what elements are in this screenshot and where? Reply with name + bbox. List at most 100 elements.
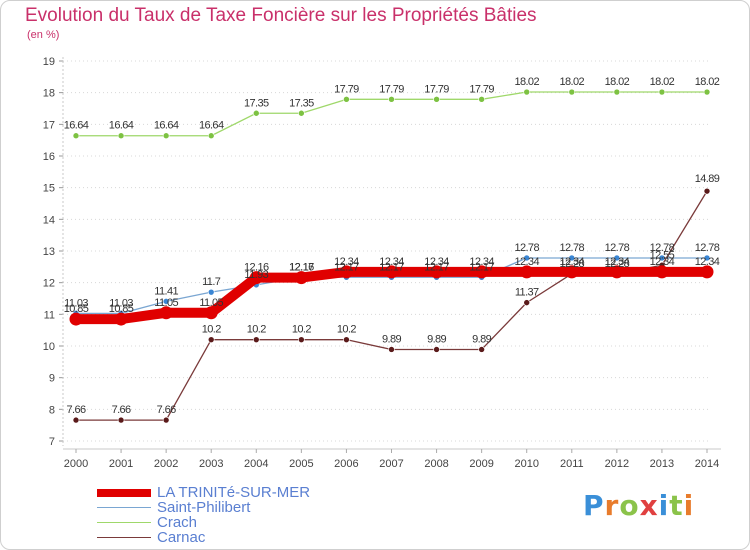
data-point <box>114 312 128 326</box>
x-tick-label: 2009 <box>469 458 493 470</box>
y-tick-label: 9 <box>49 373 55 385</box>
data-point <box>703 254 711 262</box>
data-point <box>385 265 398 279</box>
data-point <box>298 336 305 343</box>
x-tick-label: 2007 <box>379 458 403 470</box>
data-label: 17.35 <box>289 97 314 109</box>
data-label: 17.79 <box>424 83 449 95</box>
data-point <box>294 271 308 285</box>
y-tick-label: 13 <box>43 246 55 258</box>
data-label: 10.2 <box>247 324 266 336</box>
data-point <box>433 96 440 103</box>
data-label: 16.64 <box>199 120 224 132</box>
data-label: 18.02 <box>650 76 675 88</box>
logo-letter: x <box>639 489 659 522</box>
data-label: 12.78 <box>560 242 585 254</box>
data-label: 16.64 <box>64 120 89 132</box>
legend-swatch-crach <box>97 522 151 523</box>
legend-swatch-trinite <box>97 488 151 497</box>
data-label: 10.85 <box>109 303 134 315</box>
data-label: 12.34 <box>695 256 720 268</box>
data-label: 11.93 <box>244 269 268 281</box>
data-label: 14.89 <box>695 173 720 185</box>
y-unit-label: (en %) <box>27 29 60 41</box>
logo-letter: o <box>619 489 640 522</box>
x-tick-label: 2001 <box>109 458 133 470</box>
data-point <box>162 132 170 140</box>
data-label: 18.02 <box>605 76 630 88</box>
data-point <box>475 265 489 279</box>
data-label: 12.16 <box>289 262 314 274</box>
logo-letter: r <box>604 489 620 522</box>
data-point <box>658 254 666 262</box>
data-label: 10.2 <box>292 324 311 336</box>
data-label: 12.17 <box>334 261 359 273</box>
data-label: 17.79 <box>379 83 404 95</box>
legend-swatch-saint-philibert <box>97 507 151 508</box>
data-point <box>162 416 170 424</box>
data-label: 12.34 <box>379 256 404 268</box>
legend-item: Carnac <box>97 530 310 545</box>
data-label: 9.89 <box>382 333 401 345</box>
data-point <box>204 306 218 320</box>
data-label: 12.34 <box>560 256 585 268</box>
x-tick-label: 2006 <box>334 458 358 470</box>
data-label: 17.79 <box>469 83 494 95</box>
data-label: 12.34 <box>334 256 359 268</box>
data-label: 12.28 <box>560 258 585 270</box>
data-point <box>252 109 260 117</box>
legend-item: Saint-Philibert <box>97 500 310 515</box>
data-point <box>388 96 395 103</box>
data-label: 11.03 <box>109 297 133 309</box>
data-point <box>207 288 215 296</box>
data-point <box>298 109 305 117</box>
x-tick-label: 2004 <box>244 458 268 470</box>
x-tick-label: 2012 <box>605 458 629 470</box>
logo-letter: t <box>669 489 684 522</box>
logo-letter: P <box>583 489 605 522</box>
y-tick-label: 18 <box>43 88 55 100</box>
data-label: 12.78 <box>650 242 675 254</box>
data-point <box>159 306 173 320</box>
data-label: 12.34 <box>469 256 494 268</box>
data-label: 10.85 <box>64 303 89 315</box>
data-label: 11.37 <box>515 287 539 299</box>
data-label: 17.35 <box>244 97 269 109</box>
data-label: 12.34 <box>514 256 539 268</box>
x-tick-label: 2014 <box>695 458 719 470</box>
chart-title: Evolution du Taux de Taxe Foncière sur l… <box>25 5 537 26</box>
data-point <box>703 88 711 96</box>
data-point <box>207 132 215 140</box>
data-point <box>343 96 350 103</box>
data-label: 9.89 <box>427 333 446 345</box>
data-label: 12.34 <box>424 256 449 268</box>
data-label: 11.05 <box>199 297 223 309</box>
data-label: 12.17 <box>379 261 404 273</box>
data-label: 9.89 <box>472 333 491 345</box>
x-tick-label: 2000 <box>64 458 88 470</box>
data-point <box>523 254 531 262</box>
y-tick-label: 15 <box>43 183 55 195</box>
y-tick-label: 14 <box>43 214 55 226</box>
x-tick-label: 2013 <box>650 458 674 470</box>
y-tick-label: 10 <box>43 341 55 353</box>
data-point <box>69 312 83 326</box>
x-tick-label: 2010 <box>514 458 538 470</box>
data-label: 12.34 <box>605 256 630 268</box>
y-tick-label: 17 <box>43 119 55 131</box>
legend-item: LA TRINITé-SUR-MER <box>97 485 310 500</box>
data-label: 18.02 <box>560 76 585 88</box>
data-point <box>117 416 125 424</box>
data-point <box>520 265 534 279</box>
data-point <box>207 336 215 343</box>
data-point <box>343 336 350 343</box>
data-point <box>433 346 440 353</box>
data-label: 16.64 <box>109 120 134 132</box>
data-label: 18.02 <box>695 76 720 88</box>
series-layer <box>69 88 714 424</box>
legend-item: Crach <box>97 515 310 530</box>
logo-letter: i <box>683 489 695 522</box>
data-point <box>72 416 80 424</box>
